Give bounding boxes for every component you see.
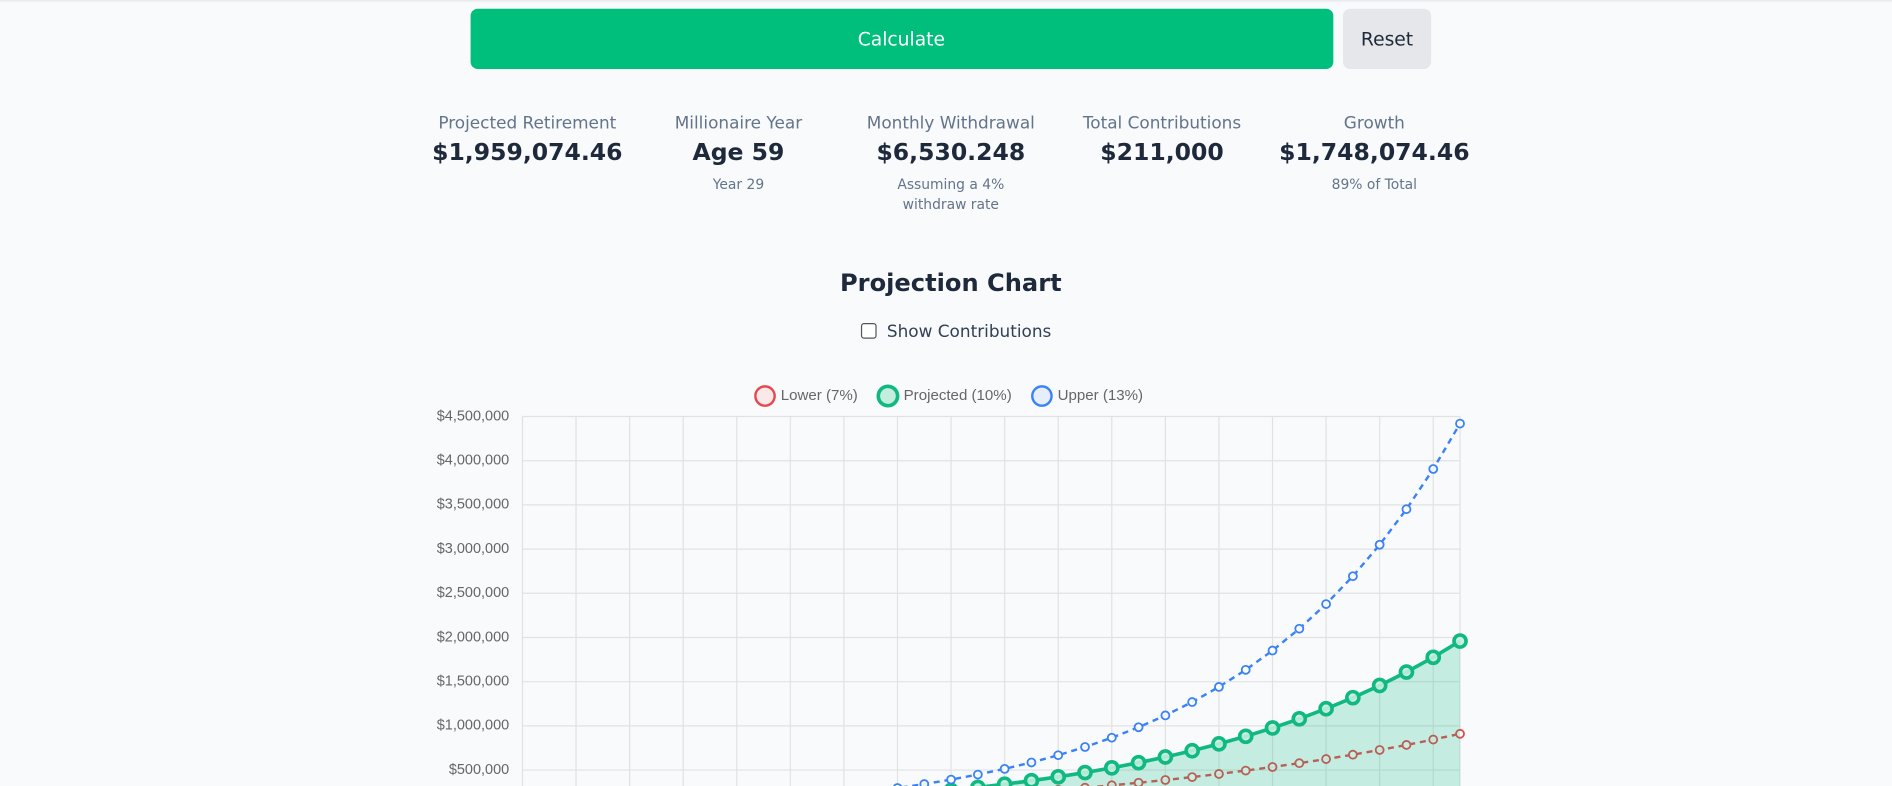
point [1237, 728, 1254, 745]
y-tick-label: $3,000,000 [437, 541, 509, 557]
point [1291, 710, 1308, 727]
line [902, 422, 1462, 786]
stat-value: $211,000 [1100, 138, 1223, 166]
point [1184, 742, 1200, 759]
point [972, 769, 983, 780]
stat-label: Growth [1344, 112, 1405, 132]
point [1374, 539, 1385, 550]
y-tick-label: $2,500,000 [437, 585, 509, 601]
y-tick-label: $1,000,000 [437, 718, 509, 734]
point [1023, 772, 1040, 786]
point [1187, 697, 1198, 707]
point [1133, 777, 1144, 786]
legend-swatch [754, 385, 776, 407]
reset-button-bg[interactable] [1342, 8, 1432, 70]
point [1455, 418, 1465, 429]
calculate-button-bg[interactable] [470, 8, 1334, 70]
point [1294, 758, 1305, 769]
chart: $500,000 $1,000,000 $1,500,000 $2,000,000 $2… [437, 384, 1468, 786]
legend-label: Upper (13%) [1058, 387, 1143, 404]
legend-label: Lower (7%) [781, 387, 858, 404]
stat-value: $1,748,074.46 [1279, 138, 1469, 166]
point [1214, 769, 1224, 779]
point [1321, 754, 1331, 764]
point [1374, 745, 1385, 755]
stat-note: 89% of Total [1332, 177, 1417, 193]
legend-swatch [1031, 385, 1053, 407]
point [1106, 732, 1117, 743]
point [1240, 664, 1251, 675]
stat-value: Age 59 [693, 138, 785, 166]
point [1050, 768, 1067, 785]
point [1160, 710, 1171, 721]
point [1106, 780, 1117, 786]
point [1080, 742, 1090, 752]
point [1321, 599, 1331, 609]
area [989, 641, 1461, 786]
point [1267, 762, 1278, 772]
stat-label: Millionaire Year [675, 112, 802, 132]
point [1133, 722, 1144, 733]
stat-note: Year 29 [712, 177, 764, 193]
stat-label: Total Contributions [1082, 112, 1241, 132]
point [1452, 633, 1468, 649]
point [1428, 464, 1439, 474]
point [1187, 772, 1198, 782]
point [999, 764, 1010, 774]
y-tick-label: $500,000 [449, 762, 509, 778]
y-tick-label: $1,500,000 [437, 673, 509, 689]
stats: Projected Retirement $1,959,074.46 Million… [432, 112, 1469, 212]
point [1401, 740, 1412, 750]
point [1130, 754, 1147, 771]
point [1026, 757, 1037, 768]
calculate-button[interactable]: Calculate [470, 8, 1334, 70]
point [946, 774, 956, 785]
point [1077, 764, 1093, 781]
point [1347, 571, 1358, 582]
stat-label: Projected Retirement [438, 112, 616, 132]
point [1401, 504, 1412, 515]
stat-value: $1,959,074.46 [432, 138, 622, 166]
point [996, 776, 1013, 786]
calculate-label[interactable]: Calculate [858, 30, 945, 51]
point [1160, 775, 1171, 785]
point [1347, 749, 1358, 760]
reset-button[interactable]: Reset [1342, 8, 1432, 70]
checkbox[interactable] [860, 323, 877, 339]
legend-label: Projected (10%) [904, 387, 1012, 404]
point [1264, 720, 1281, 736]
point [1103, 760, 1120, 776]
chart-section-title: Projection Chart [840, 269, 1062, 297]
point [1294, 623, 1305, 634]
point [919, 779, 930, 786]
point [1267, 645, 1278, 656]
point [1211, 736, 1227, 752]
point [1214, 682, 1224, 692]
point [1080, 782, 1090, 786]
stat-note: Assuming a 4% withdraw rate [897, 177, 1004, 213]
point [1318, 700, 1334, 717]
stat-value: $6,530.248 [876, 138, 1025, 166]
point [1157, 749, 1174, 765]
point [1398, 664, 1415, 680]
point [1425, 649, 1442, 666]
y-tick-label: $4,000,000 [437, 453, 509, 469]
point [1345, 689, 1361, 706]
y-tick-label: $3,500,000 [437, 497, 509, 513]
point [1240, 765, 1251, 776]
point [970, 779, 986, 786]
y-tick-label: $4,500,000 [437, 408, 509, 424]
point [1053, 750, 1064, 761]
reset-label[interactable]: Reset [1361, 30, 1413, 51]
y-tick-label: $2,000,000 [437, 629, 509, 645]
point [1371, 677, 1388, 694]
point [1428, 734, 1439, 745]
point [1455, 728, 1465, 739]
checkbox-label[interactable]: Show Contributions [887, 321, 1051, 341]
legend-swatch [876, 384, 900, 408]
stat-label: Monthly Withdrawal [867, 112, 1035, 132]
